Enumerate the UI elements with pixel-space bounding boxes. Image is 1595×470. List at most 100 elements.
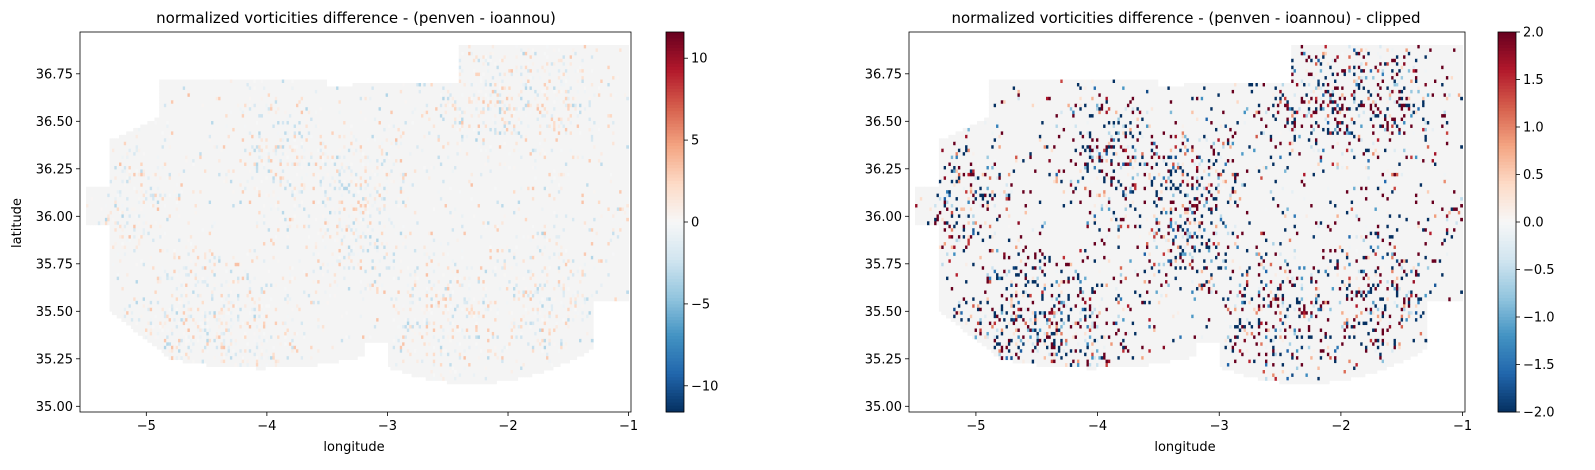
heatmap-cell	[553, 79, 556, 84]
heatmap-cell	[251, 79, 254, 84]
heatmap-cell	[425, 141, 429, 146]
heatmap-cell	[579, 79, 582, 84]
heatmap-cell	[329, 96, 332, 101]
heatmap-cell	[583, 141, 587, 146]
heatmap-cell	[588, 107, 592, 112]
heatmap-cell	[531, 148, 535, 153]
heatmap-cell	[536, 114, 540, 118]
heatmap-cell	[541, 96, 545, 101]
heatmap-cell	[527, 134, 530, 139]
heatmap-cell	[541, 131, 545, 136]
heatmap-cell	[510, 79, 514, 84]
heatmap-cell	[161, 134, 165, 139]
heatmap-cell	[564, 62, 568, 67]
heatmap-cell	[237, 138, 240, 143]
heatmap-cell	[215, 134, 219, 139]
heatmap-cell	[347, 131, 351, 136]
heatmap-cell	[607, 62, 611, 67]
heatmap-cell	[607, 65, 611, 70]
heatmap-cell	[145, 141, 148, 146]
heatmap-cell	[295, 86, 299, 91]
heatmap-cell	[192, 79, 195, 84]
heatmap-cell	[413, 141, 417, 146]
heatmap-cell	[524, 69, 528, 74]
heatmap-cell	[354, 141, 358, 146]
heatmap-cell	[395, 83, 398, 87]
heatmap-cell	[133, 134, 136, 139]
heatmap-cell	[392, 110, 396, 115]
heatmap-cell	[541, 55, 545, 60]
heatmap-cell	[541, 93, 545, 98]
heatmap-cell	[517, 110, 521, 115]
heatmap-cell	[458, 96, 462, 101]
heatmap-cell	[425, 96, 429, 101]
heatmap-cell	[579, 83, 582, 87]
heatmap-cell	[168, 86, 172, 91]
heatmap-cell	[602, 79, 606, 84]
heatmap-cell	[590, 48, 594, 53]
heatmap-cell	[340, 117, 344, 122]
heatmap-cell	[597, 121, 601, 125]
heatmap-cell	[378, 114, 382, 118]
heatmap-cell	[336, 141, 339, 146]
heatmap-cell	[404, 114, 408, 118]
heatmap-cell	[319, 131, 323, 136]
heatmap-cell	[581, 131, 585, 136]
heatmap-cell	[583, 124, 587, 129]
heatmap-cell	[161, 83, 165, 87]
heatmap-cell	[277, 148, 280, 153]
heatmap-cell	[312, 103, 316, 108]
heatmap-cell	[574, 145, 578, 150]
heatmap-cell	[201, 96, 205, 101]
heatmap-cell	[602, 124, 606, 129]
heatmap-cell	[567, 69, 571, 74]
heatmap-cell	[626, 86, 629, 91]
heatmap-cell	[590, 93, 594, 98]
heatmap-cell	[376, 93, 379, 98]
heatmap-cell	[343, 141, 346, 146]
heatmap-cell	[527, 76, 530, 80]
heatmap-cell	[255, 103, 259, 108]
heatmap-cell	[501, 127, 504, 132]
heatmap-cell	[406, 83, 410, 87]
heatmap-cell	[534, 131, 537, 136]
heatmap-cell	[187, 121, 191, 125]
heatmap-cell	[411, 110, 415, 115]
heatmap-cell	[626, 138, 629, 143]
heatmap-cell	[524, 127, 528, 132]
heatmap-cell	[234, 148, 238, 153]
heatmap-cell	[465, 89, 469, 94]
heatmap-cell	[430, 138, 434, 143]
heatmap-cell	[149, 131, 153, 136]
heatmap-cell	[463, 55, 467, 60]
heatmap-cell	[303, 124, 306, 129]
heatmap-cell	[189, 127, 193, 132]
heatmap-cell	[522, 44, 526, 49]
heatmap-cell	[581, 148, 585, 153]
heatmap-cell	[225, 86, 228, 91]
heatmap-cell	[626, 110, 629, 115]
heatmap-cell	[237, 141, 240, 146]
heatmap-cell	[399, 89, 403, 94]
heatmap-cell	[621, 124, 625, 129]
heatmap-cell	[574, 96, 578, 101]
heatmap-cell	[366, 127, 370, 132]
heatmap-cell	[369, 93, 372, 98]
heatmap-cell	[411, 124, 415, 129]
heatmap-cell	[404, 148, 408, 153]
heatmap-cell	[295, 96, 299, 101]
heatmap-cell	[510, 148, 514, 153]
heatmap-cell	[489, 65, 493, 70]
heatmap-cell	[560, 89, 563, 94]
heatmap-cell	[178, 117, 181, 122]
heatmap-cell	[595, 86, 599, 91]
heatmap-cell	[376, 124, 379, 129]
heatmap-cell	[373, 148, 377, 153]
heatmap-cell	[560, 51, 563, 56]
heatmap-cell	[543, 62, 547, 67]
heatmap-cell	[347, 114, 351, 118]
heatmap-cell	[201, 103, 205, 108]
heatmap-cell	[531, 127, 535, 132]
heatmap-cell	[385, 121, 389, 125]
heatmap-cell	[201, 134, 205, 139]
